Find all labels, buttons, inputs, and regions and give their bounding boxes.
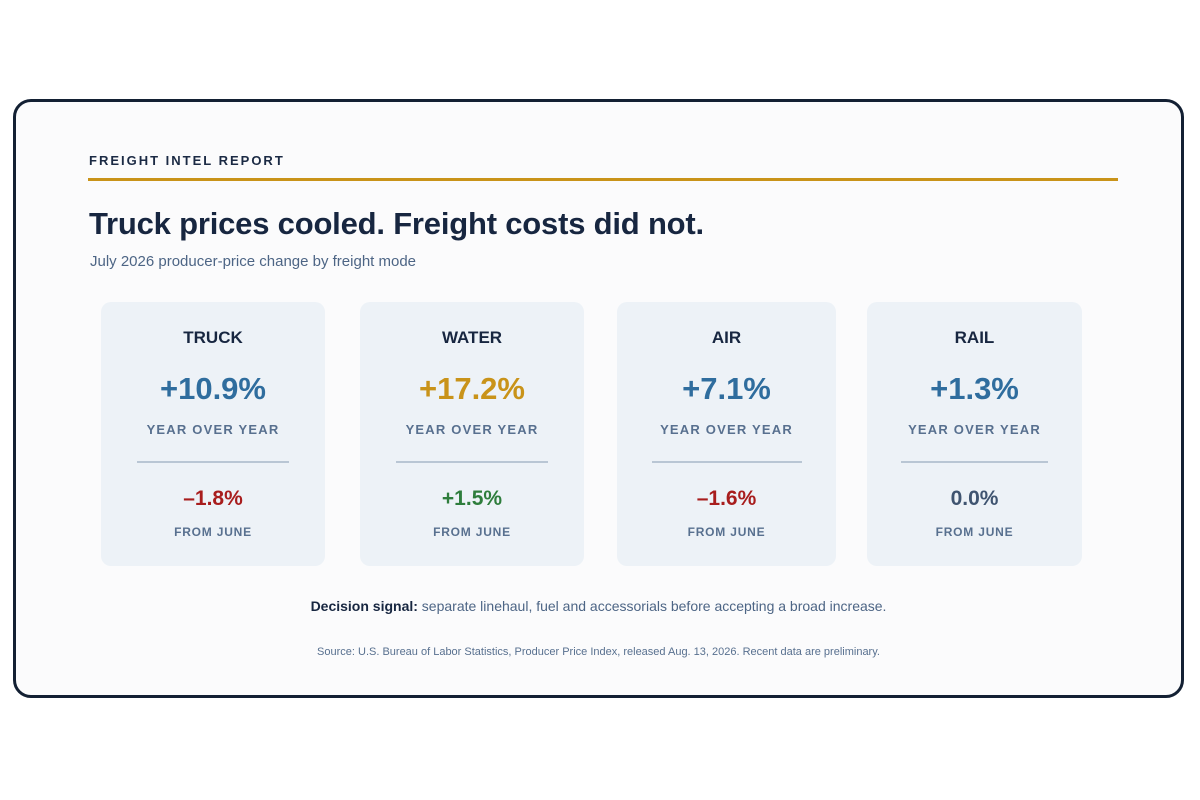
mode-card-water: WATER +17.2% YEAR OVER YEAR +1.5% FROM J… <box>360 302 584 566</box>
report-frame: FREIGHT INTEL REPORT Truck prices cooled… <box>13 99 1184 698</box>
mode-name: TRUCK <box>183 328 243 347</box>
mom-label: FROM JUNE <box>687 525 766 539</box>
mode-card-truck: TRUCK +10.9% YEAR OVER YEAR –1.8% FROM J… <box>101 302 325 566</box>
yoy-label: YEAR OVER YEAR <box>660 422 793 437</box>
card-divider <box>652 461 802 463</box>
yoy-label: YEAR OVER YEAR <box>908 422 1041 437</box>
yoy-value: +7.1% <box>682 371 771 406</box>
yoy-label: YEAR OVER YEAR <box>146 422 280 437</box>
mode-name: WATER <box>441 328 503 347</box>
card-divider <box>901 461 1048 463</box>
mom-value: –1.8% <box>183 487 243 510</box>
yoy-value: +1.3% <box>930 371 1019 406</box>
decision-signal: Decision signal: separate linehaul, fuel… <box>16 598 1181 614</box>
mode-card-air: AIR +7.1% YEAR OVER YEAR –1.6% FROM JUNE <box>617 302 836 566</box>
page-subtitle: July 2026 producer-price change by freig… <box>90 253 417 270</box>
mom-value: –1.6% <box>696 487 757 510</box>
page-title: Truck prices cooled. Freight costs did n… <box>89 206 704 241</box>
mode-name: RAIL <box>954 328 995 347</box>
mom-label: FROM JUNE <box>935 525 1014 539</box>
mom-label: FROM JUNE <box>433 525 511 539</box>
yoy-value: +17.2% <box>418 371 525 406</box>
accent-rule <box>88 178 1118 181</box>
mom-value: 0.0% <box>950 487 999 510</box>
mode-card-rail: RAIL +1.3% YEAR OVER YEAR 0.0% FROM JUNE <box>867 302 1082 566</box>
decision-text: separate linehaul, fuel and accessorials… <box>417 598 887 614</box>
yoy-label: YEAR OVER YEAR <box>405 422 539 437</box>
report-kicker: FREIGHT INTEL REPORT <box>89 153 285 168</box>
mom-label: FROM JUNE <box>174 525 252 539</box>
decision-label: Decision signal: <box>310 598 418 614</box>
yoy-value: +10.9% <box>159 371 266 406</box>
source-note: Source: U.S. Bureau of Labor Statistics,… <box>317 646 880 658</box>
mode-name: AIR <box>711 328 742 347</box>
mom-value: +1.5% <box>441 487 503 510</box>
card-divider <box>137 461 289 463</box>
card-divider <box>396 461 548 463</box>
